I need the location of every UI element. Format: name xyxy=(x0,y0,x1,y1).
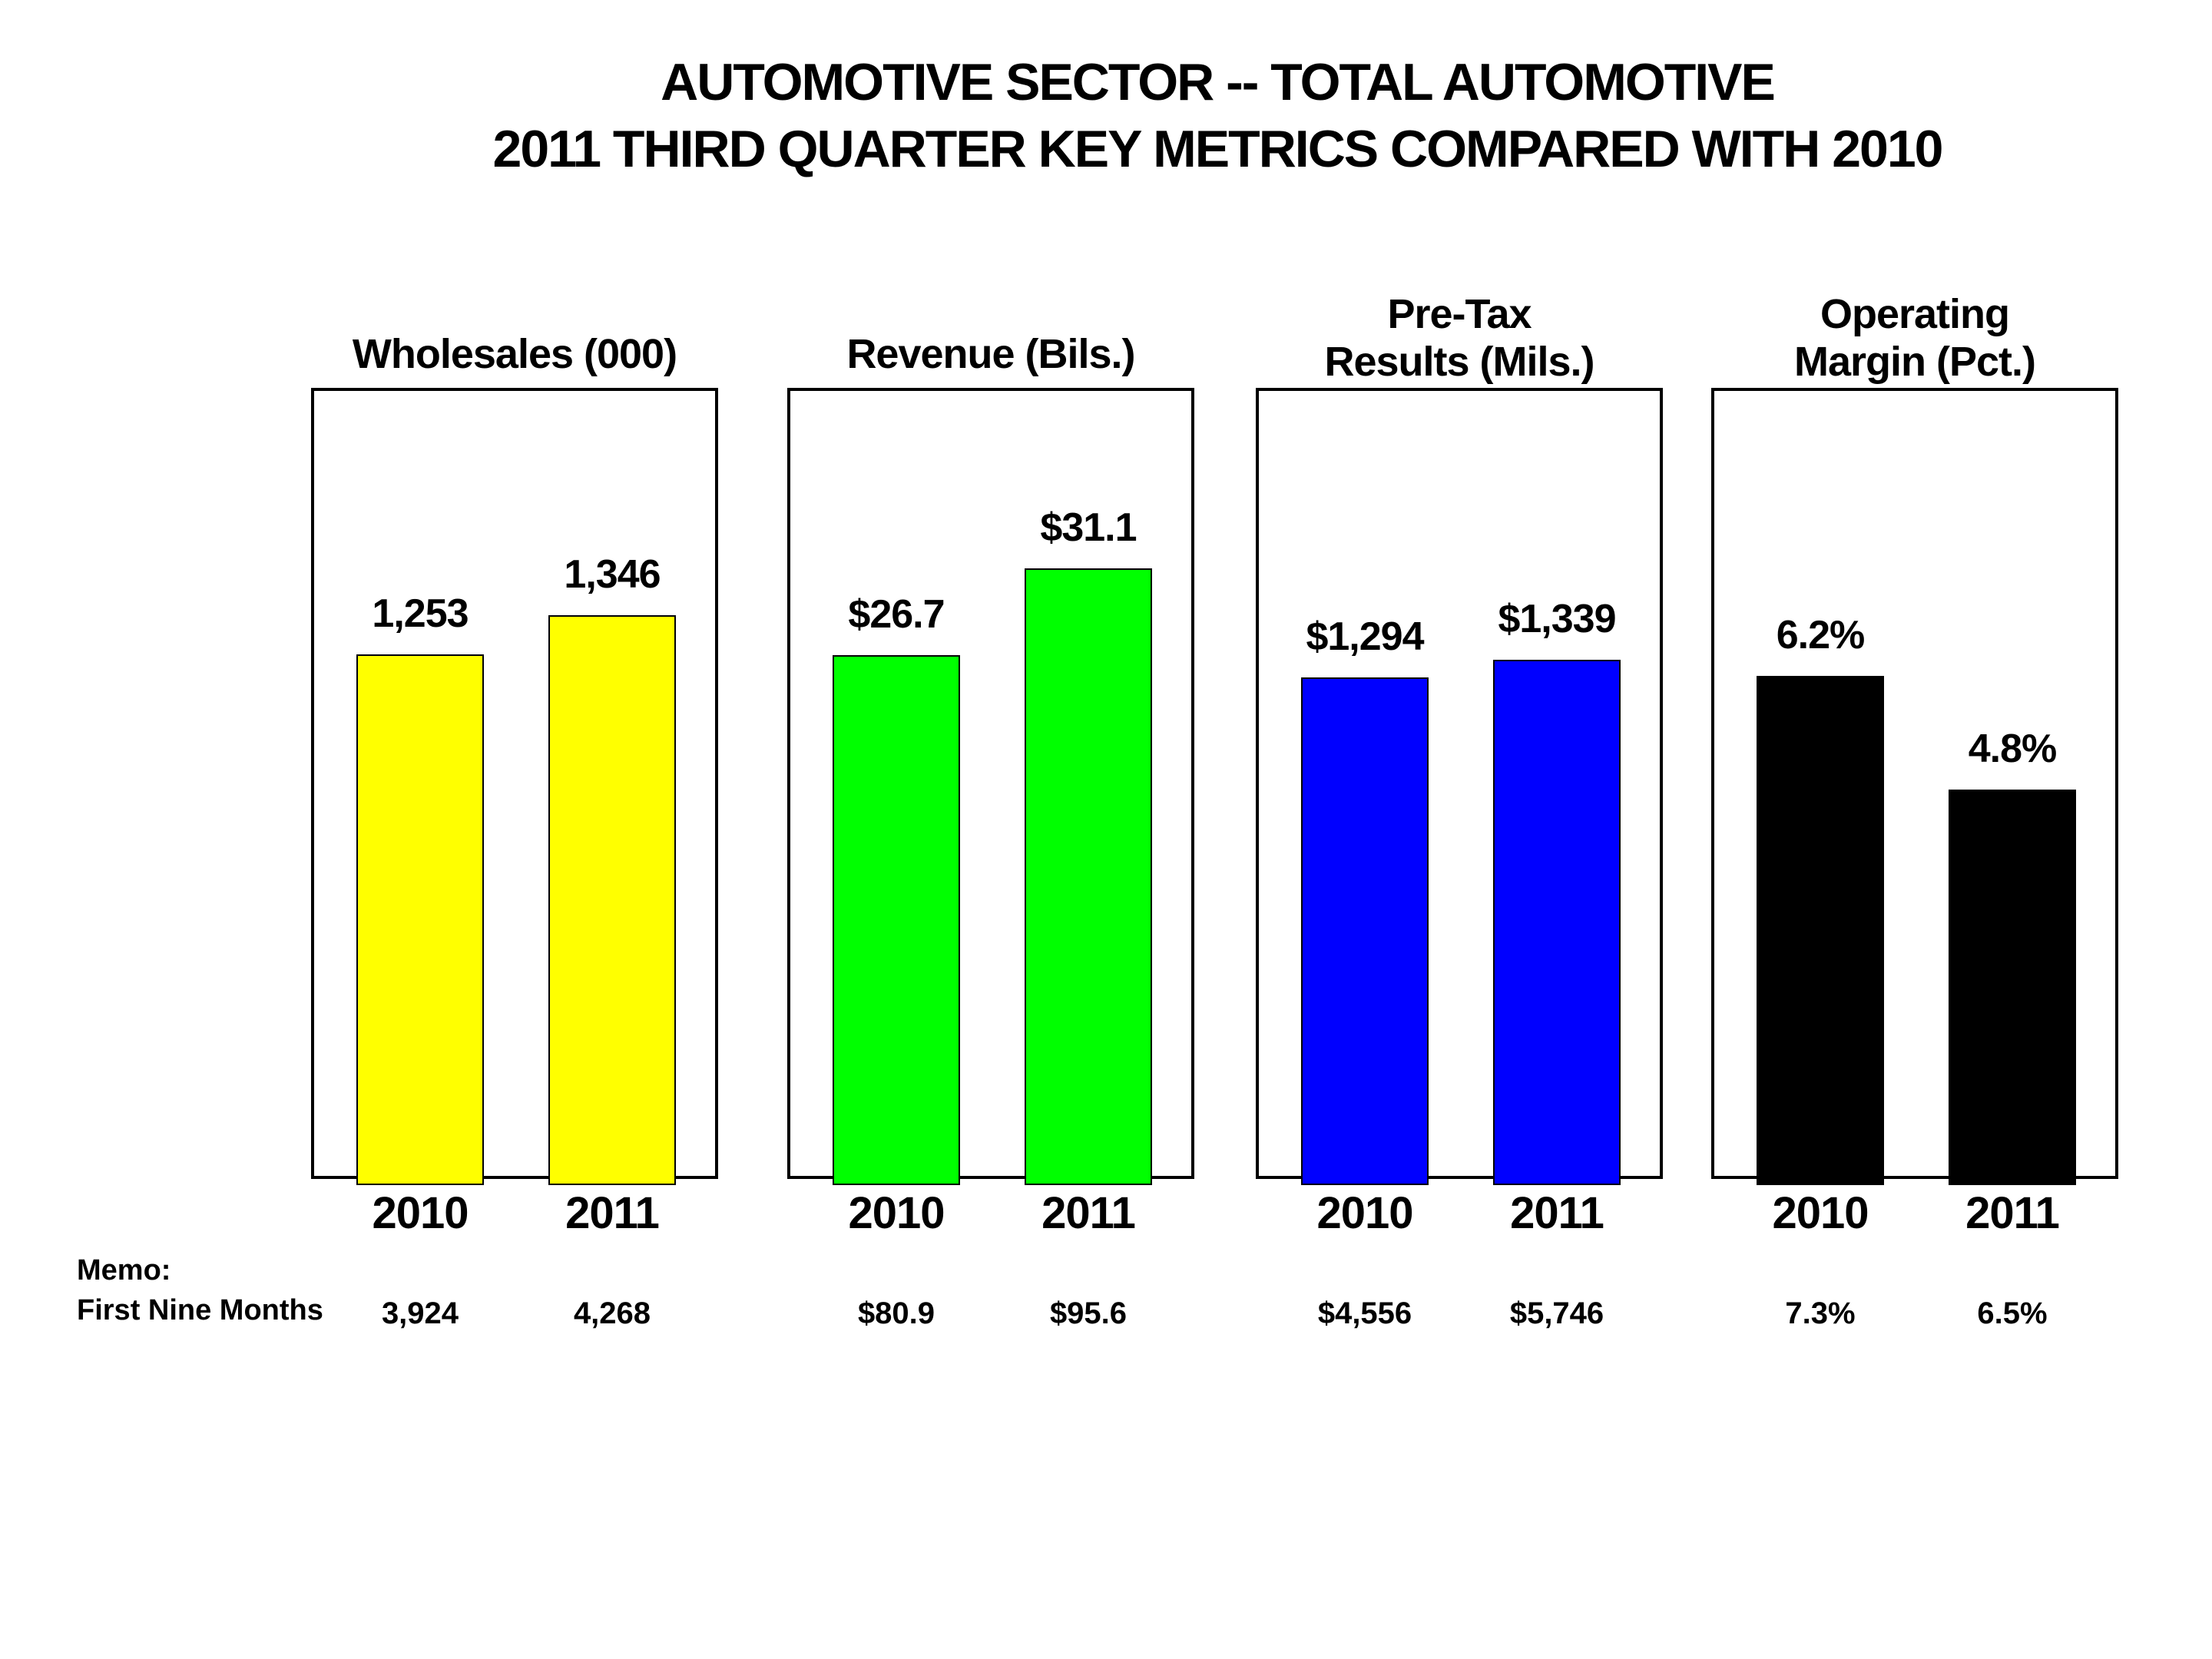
memo-value: 4,268 xyxy=(573,1296,651,1330)
bar-wholesales-2010 xyxy=(356,654,484,1185)
memo-value: 7.3% xyxy=(1785,1296,1856,1330)
bar-value-label: 6.2% xyxy=(1776,613,1866,657)
memo-value: $95.6 xyxy=(1049,1296,1128,1330)
bar-margin-2011 xyxy=(1949,790,2076,1185)
memo-value: $80.9 xyxy=(857,1296,935,1330)
category-label: 2011 xyxy=(565,1188,660,1238)
memo-value: 6.5% xyxy=(1977,1296,2048,1330)
panel-header-line: Pre-Tax xyxy=(1387,291,1532,337)
panel-header-operating-margin: Operating Margin (Pct.) xyxy=(1711,270,2118,393)
bar-value-label: $1,294 xyxy=(1306,614,1424,659)
memo-label-line1: Memo: xyxy=(77,1254,171,1286)
panel-header-line: Results (Mils.) xyxy=(1324,339,1594,385)
category-label: 2011 xyxy=(1965,1188,2060,1238)
panel-header-line: Revenue (Bils.) xyxy=(846,331,1135,377)
memo-label-line2: First Nine Months xyxy=(77,1294,323,1326)
category-label: 2010 xyxy=(372,1188,469,1238)
panel-header-line: Margin (Pct.) xyxy=(1793,339,2036,385)
memo-value: $5,746 xyxy=(1509,1296,1604,1330)
bar-wholesales-2011 xyxy=(548,615,676,1185)
bar-value-label: $26.7 xyxy=(848,592,945,637)
slide-title-line2: 2011 THIRD QUARTER KEY METRICS COMPARED … xyxy=(492,120,1944,178)
bar-value-label: 1,346 xyxy=(564,552,661,597)
bar-pretax-2011 xyxy=(1493,660,1621,1185)
panel-header-wholesales: Wholesales (000) xyxy=(311,270,718,378)
bar-revenue-2011 xyxy=(1025,568,1152,1185)
category-label: 2010 xyxy=(1316,1188,1413,1238)
bar-margin-2010 xyxy=(1757,676,1884,1185)
slide-title: AUTOMOTIVE SECTOR -- TOTAL AUTOMOTIVE 20… xyxy=(296,49,2139,183)
panel-header-line: Wholesales (000) xyxy=(352,331,677,377)
category-label: 2010 xyxy=(1772,1188,1869,1238)
category-label: 2010 xyxy=(848,1188,945,1238)
bar-value-label: 4.8% xyxy=(1968,727,2058,771)
panel-header-line: Operating xyxy=(1820,291,2010,337)
memo-label: Memo: First Nine Months xyxy=(77,1250,323,1330)
panel-header-pretax-results: Pre-Tax Results (Mils.) xyxy=(1256,270,1663,393)
category-label: 2011 xyxy=(1510,1188,1604,1238)
category-label: 2011 xyxy=(1041,1188,1136,1238)
panel-header-revenue: Revenue (Bils.) xyxy=(787,270,1194,378)
bar-revenue-2010 xyxy=(833,655,960,1185)
memo-value: 3,924 xyxy=(381,1296,459,1330)
bar-pretax-2010 xyxy=(1301,677,1429,1185)
slide-title-line1: AUTOMOTIVE SECTOR -- TOTAL AUTOMOTIVE xyxy=(661,53,1776,111)
memo-value: $4,556 xyxy=(1317,1296,1412,1330)
bar-value-label: 1,253 xyxy=(372,591,469,636)
bar-value-label: $31.1 xyxy=(1040,505,1137,550)
bar-value-label: $1,339 xyxy=(1498,597,1616,641)
